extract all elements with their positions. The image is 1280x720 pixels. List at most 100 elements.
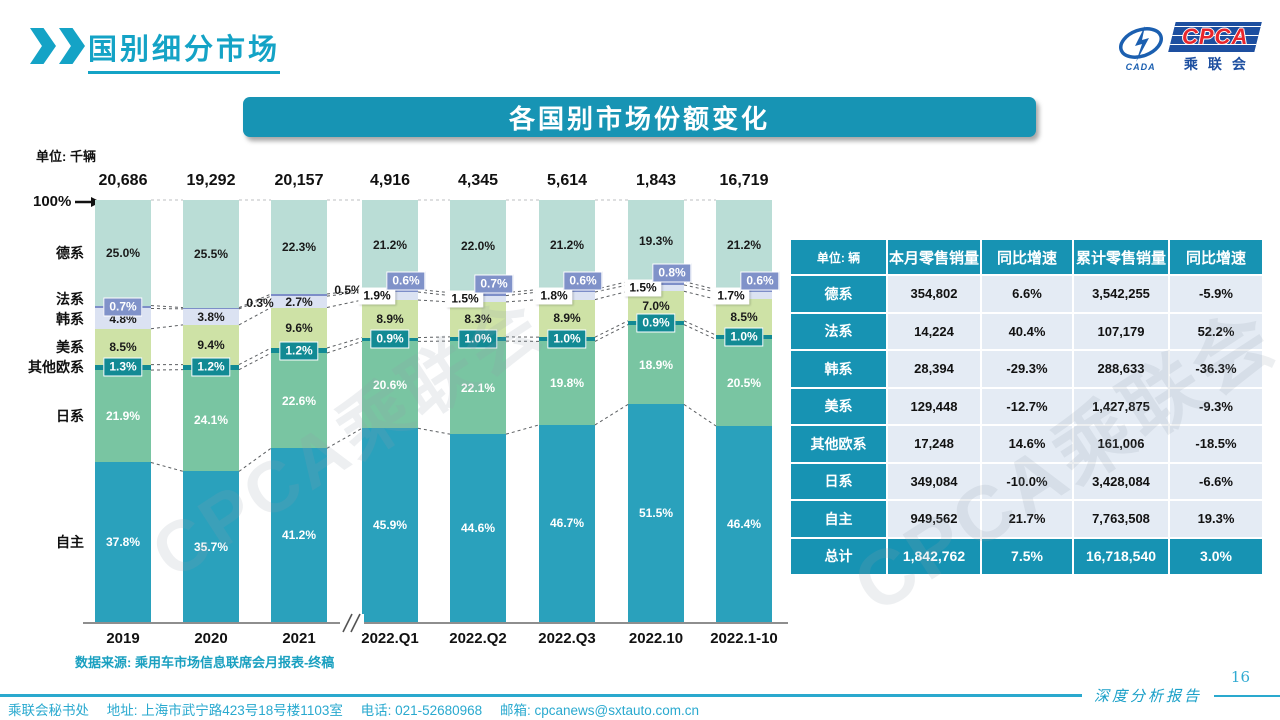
x-axis-category-label: 2022.Q3 bbox=[538, 630, 596, 647]
table-row-label: 美系 bbox=[791, 388, 886, 424]
bar-total-label: 20,686 bbox=[98, 172, 148, 189]
x-axis-category-label: 2022.1-10 bbox=[710, 630, 778, 647]
bar-segment bbox=[716, 426, 772, 622]
segment-value-label: 22.6% bbox=[281, 393, 317, 408]
bar-segment bbox=[450, 434, 506, 622]
table-total-cell: 16,718,540 bbox=[1074, 538, 1168, 574]
series-label-0: 自主 bbox=[56, 534, 84, 551]
bar-segment bbox=[183, 369, 239, 472]
table-header-cell: 累计零售销量 bbox=[1074, 240, 1168, 274]
bar-segment bbox=[271, 294, 327, 297]
segment-value-label: 9.4% bbox=[197, 337, 225, 352]
bar-segment bbox=[271, 353, 327, 449]
segment-value-label: 9.6% bbox=[285, 320, 313, 335]
table-cell: 14,224 bbox=[888, 313, 980, 349]
table-cell: -18.5% bbox=[1170, 426, 1262, 462]
segment-value-label: 37.8% bbox=[105, 535, 141, 550]
table-header-cell: 同比增速 bbox=[1170, 240, 1262, 274]
table-cell: 949,562 bbox=[888, 501, 980, 537]
x-axis-category-label: 2022.Q2 bbox=[449, 630, 507, 647]
chevron-icon bbox=[59, 28, 85, 64]
segment-value-label: 51.5% bbox=[638, 506, 674, 521]
bar-column-7 bbox=[716, 200, 772, 622]
bar-total-label: 1,843 bbox=[635, 172, 677, 189]
segment-value-label: 2.7% bbox=[285, 294, 313, 309]
segment-value-label: 1.0% bbox=[724, 327, 764, 347]
table-cell: 40.4% bbox=[982, 313, 1072, 349]
segment-value-label: 46.4% bbox=[726, 516, 762, 531]
bar-column-2 bbox=[271, 200, 327, 622]
segment-value-label: 1.2% bbox=[279, 341, 319, 360]
segment-value-label: 21.2% bbox=[549, 237, 585, 252]
segment-value-label: 22.0% bbox=[460, 239, 496, 254]
table-cell: 3,542,255 bbox=[1074, 276, 1168, 312]
segment-value-label: 21.2% bbox=[372, 237, 408, 252]
bar-total-label: 4,345 bbox=[457, 172, 499, 189]
footer-email: 邮箱: cpcanews@sxtauto.com.cn bbox=[499, 703, 699, 718]
segment-value-label: 19.3% bbox=[638, 233, 674, 248]
logo-chinese-text: 乘联会 bbox=[1183, 56, 1256, 72]
axis-100-text: 100% bbox=[33, 193, 72, 210]
segment-value-label: 1.3% bbox=[103, 357, 143, 377]
segment-value-label: 44.6% bbox=[460, 521, 496, 536]
segment-value-label: 0.6% bbox=[386, 271, 426, 291]
footer-secretariat: 乘联会秘书处 bbox=[8, 703, 89, 718]
cpca-wordmark: CPCA 乘联会 bbox=[1167, 22, 1262, 74]
segment-value-label: 1.0% bbox=[547, 329, 587, 349]
segment-value-label: 7.0% bbox=[642, 299, 670, 314]
segment-value-label: 35.7% bbox=[193, 539, 229, 554]
footer-contact-line: 乘联会秘书处 地址: 上海市武宁路423号18号楼1103室 电话: 021-5… bbox=[8, 699, 713, 719]
bar-column-4 bbox=[450, 200, 506, 622]
table-cell: 17,248 bbox=[888, 426, 980, 462]
table-row-label: 韩系 bbox=[791, 351, 886, 387]
bar-segment bbox=[628, 404, 684, 622]
page-number: 16 bbox=[1230, 668, 1250, 686]
bar-segment bbox=[628, 324, 684, 405]
table-total-cell: 3.0% bbox=[1170, 538, 1262, 574]
bar-segment bbox=[95, 200, 151, 306]
report-type-label: 深度分析报告 bbox=[1093, 687, 1202, 705]
segment-value-label: 45.9% bbox=[372, 518, 408, 533]
bar-total-label: 4,916 bbox=[369, 172, 411, 189]
table-row-label: 其他欧系 bbox=[791, 426, 886, 462]
table-cell: 52.2% bbox=[1170, 313, 1262, 349]
segment-value-label: 0.9% bbox=[636, 313, 676, 333]
chevron-icon bbox=[30, 28, 56, 64]
bar-segment bbox=[539, 424, 595, 622]
table-row-label: 自主 bbox=[791, 501, 886, 537]
table-cell: -29.3% bbox=[982, 351, 1072, 387]
footer-phone: 电话: 021-52680968 bbox=[360, 703, 483, 718]
table-cell: -10.0% bbox=[982, 463, 1072, 499]
bar-segment bbox=[271, 448, 327, 622]
table-cell: 3,428,084 bbox=[1074, 463, 1168, 499]
bar-segment bbox=[183, 307, 239, 309]
table-cell: 107,179 bbox=[1074, 313, 1168, 349]
table-cell: -5.9% bbox=[1170, 276, 1262, 312]
segment-value-label: 8.9% bbox=[553, 311, 581, 326]
table-cell: 19.3% bbox=[1170, 501, 1262, 537]
series-label-5: 法系 bbox=[56, 290, 84, 307]
x-axis-category-label: 2021 bbox=[282, 630, 316, 647]
bar-segment bbox=[716, 339, 772, 426]
table-cell: 349,084 bbox=[888, 463, 980, 499]
bar-column-3 bbox=[362, 200, 418, 622]
table-cell: -36.3% bbox=[1170, 351, 1262, 387]
table-total-cell: 7.5% bbox=[982, 538, 1072, 574]
table-cell: 21.7% bbox=[982, 501, 1072, 537]
bar-segment bbox=[95, 462, 151, 622]
cpca-logo: CADA CPCA 乘联会 bbox=[1116, 22, 1262, 74]
bar-segment bbox=[271, 200, 327, 295]
table-total-cell: 1,842,762 bbox=[888, 538, 980, 574]
table-cell: 354,802 bbox=[888, 276, 980, 312]
table-row-label: 日系 bbox=[791, 463, 886, 499]
segment-value-label: 8.3% bbox=[464, 312, 492, 327]
cada-swoosh-icon bbox=[1118, 26, 1163, 62]
table-cell: -6.6% bbox=[1170, 463, 1262, 499]
table-cell: 1,427,875 bbox=[1074, 388, 1168, 424]
segment-value-label: 0.7% bbox=[474, 274, 514, 294]
bar-segment bbox=[95, 370, 151, 463]
segment-value-label: 0.6% bbox=[563, 271, 603, 291]
bar-total-label: 20,157 bbox=[274, 172, 324, 189]
segment-value-label: 8.5% bbox=[730, 310, 758, 325]
